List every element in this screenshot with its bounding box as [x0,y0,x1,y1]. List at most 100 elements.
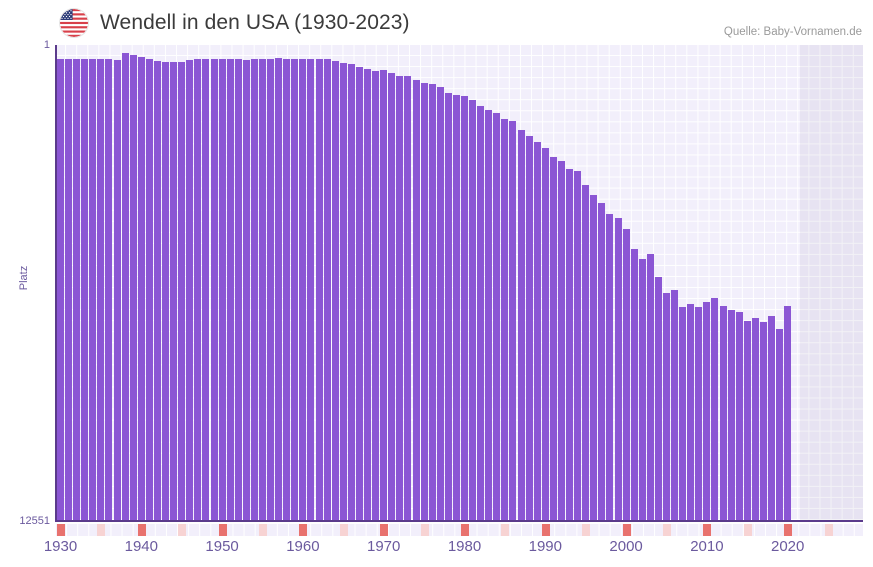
bar-1995 [582,185,590,522]
page-title: Wendell in den USA (1930-2023) [100,11,410,34]
bar-1954 [250,59,258,522]
bar-1950 [218,58,226,522]
bar-1984 [493,112,501,522]
x-tick-1995 [582,524,591,536]
bar-2018 [768,315,776,522]
bar-1999 [614,218,622,522]
bar-1972 [396,76,404,522]
bar-1991 [549,156,557,522]
bar-1963 [323,59,331,522]
bar-1936 [105,58,113,522]
bar-1990 [541,147,549,522]
x-tick-1990 [541,524,550,536]
x-tick-1960 [299,524,308,536]
bar-1940 [137,57,145,522]
bar-1949 [210,59,218,522]
bar-1977 [436,86,444,522]
bar-1951 [226,58,234,522]
bar-1964 [331,60,339,522]
bar-1934 [89,59,97,522]
bar-1998 [606,214,614,522]
bar-2012 [719,305,727,522]
bar-1979 [452,95,460,522]
x-tick-1940 [137,524,146,536]
bar-1985 [501,118,509,522]
bar-2002 [638,259,646,522]
bar-2019 [776,328,784,522]
x-tick-2025 [824,524,833,536]
bar-1997 [598,202,606,522]
x-axis-tick-band [55,524,863,536]
bar-1960 [299,59,307,522]
no-data-region [800,45,863,522]
bar-1937 [113,59,121,522]
x-axis-label-1960: 1960 [286,538,320,555]
bar-1957 [275,58,283,522]
bar-2016 [751,318,759,522]
x-tick-1965 [339,524,348,536]
bar-1996 [590,195,598,522]
bar-2015 [743,320,751,522]
x-axis-label-1980: 1980 [447,538,482,555]
bar-1948 [202,58,210,522]
x-tick-1955 [259,524,267,536]
bar-1992 [557,160,565,522]
x-axis-line [55,520,863,522]
x-tick-1970 [380,524,389,536]
x-tick-1930 [57,524,65,536]
bar-2013 [727,309,735,522]
bar-1955 [259,59,266,522]
bar-1966 [347,64,355,522]
bar-1944 [170,61,178,522]
chart-header: Wendell in den USA (1930-2023) Quelle: B… [0,0,873,45]
bar-1938 [121,52,129,522]
bar-1967 [355,66,363,522]
bar-1952 [234,59,242,522]
bar-1976 [428,83,436,522]
bar-2009 [695,307,703,522]
plot-area [55,45,863,522]
y-axis-tick-top: 1 [43,39,50,51]
bar-2011 [711,297,719,522]
bar-1988 [525,135,533,522]
bar-1975 [420,83,428,522]
bar-1930 [57,59,64,522]
bar-1946 [186,60,194,522]
bar-1942 [153,60,161,522]
bar-1978 [444,92,452,522]
bar-2003 [646,253,654,522]
bar-1932 [73,58,81,522]
bar-1973 [404,75,412,522]
bar-2007 [679,306,687,522]
bar-2006 [671,289,679,522]
bar-1953 [242,59,250,522]
bar-2017 [759,322,767,522]
bar-1969 [372,70,380,522]
x-tick-1975 [420,524,429,536]
x-tick-2000 [622,524,631,536]
x-axis-label-2020: 2020 [771,538,805,555]
x-tick-1945 [178,524,187,536]
bar-1956 [267,58,275,522]
bar-2008 [687,304,695,522]
bar-1933 [81,59,89,522]
bar-series [55,45,863,522]
x-tick-2005 [663,524,671,536]
bar-1968 [364,68,372,522]
x-tick-2015 [743,524,752,536]
x-axis-label-1930: 1930 [43,538,78,555]
x-axis-label-1990: 1990 [528,538,562,555]
bar-1945 [178,61,186,522]
x-axis-label-1940: 1940 [124,538,158,555]
x-tick-1985 [501,524,510,536]
bar-2004 [654,277,662,522]
bar-1986 [509,120,517,522]
bar-1987 [517,129,525,522]
bar-1983 [485,110,493,522]
bar-1989 [533,142,541,522]
x-tick-1980 [461,524,469,536]
x-axis-label-2000: 2000 [609,538,643,555]
bar-1959 [291,58,299,522]
y-axis-tick-bottom: 12551 [19,515,50,527]
y-axis-title: Platz [18,265,30,291]
